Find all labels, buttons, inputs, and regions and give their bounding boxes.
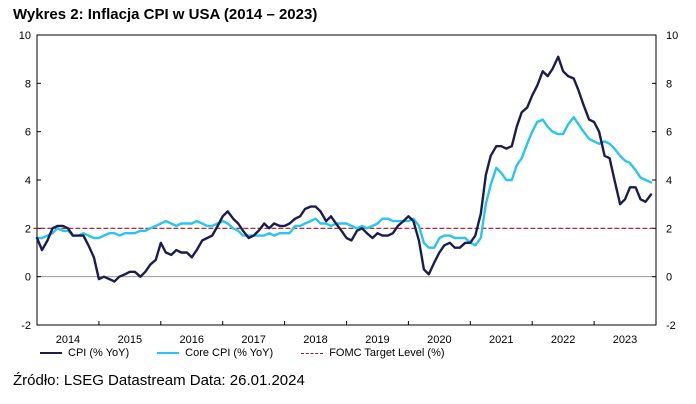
x-tick-label: 2019 — [365, 334, 389, 346]
x-tick-label: 2023 — [613, 334, 637, 346]
x-tick-label: 2017 — [241, 334, 265, 346]
y-tick-label-right: 0 — [666, 272, 672, 284]
legend: CPI (% YoY) Core CPI (% YoY) FOMC Target… — [40, 347, 473, 359]
y-tick-label-right: 6 — [666, 127, 672, 139]
y-tick-label-left: 10 — [19, 30, 31, 42]
x-tick-label: 2016 — [180, 334, 204, 346]
chart-title: Wykres 2: Inflacja CPI w USA (2014 – 202… — [13, 6, 318, 23]
y-tick-label-right: 4 — [666, 175, 672, 187]
x-tick-label: 2020 — [427, 334, 451, 346]
x-tick-label: 2018 — [303, 334, 327, 346]
y-tick-label-right: 10 — [666, 30, 678, 42]
y-tick-label-right: 8 — [666, 78, 672, 90]
legend-swatch-core-cpi — [157, 352, 180, 354]
x-tick-label: 2022 — [551, 334, 575, 346]
y-tick-label-left: 4 — [25, 175, 31, 187]
y-tick-label-left: 0 — [25, 272, 31, 284]
y-tick-label-left: 8 — [25, 78, 31, 90]
legend-item-cpi: CPI (% YoY) — [40, 347, 129, 359]
series-layer — [33, 55, 657, 283]
core-cpi-line — [35, 115, 653, 249]
legend-label-core-cpi: Core CPI (% YoY) — [185, 347, 274, 359]
x-tick-label: 2015 — [118, 334, 142, 346]
axes — [36, 34, 657, 326]
source-note: Źródło: LSEG Datastream Data: 26.01.2024 — [13, 372, 305, 389]
y-tick-label-right: 2 — [666, 223, 672, 235]
tick-labels: -2 -2 0 0 2 2 4 4 6 6 8 8 10 10 2014 2015 2016 2017 2018 20… — [19, 30, 679, 346]
legend-swatch-cpi — [40, 352, 62, 354]
legend-item-core-cpi: Core CPI (% YoY) — [157, 347, 273, 359]
y-tick-label-left: 2 — [25, 223, 31, 235]
y-tick-label-left: -2 — [21, 320, 31, 332]
legend-label-cpi: CPI (% YoY) — [68, 347, 130, 359]
y-tick-label-left: 6 — [25, 127, 31, 139]
legend-label-fomc-target: FOMC Target Level (%) — [329, 347, 445, 359]
legend-item-fomc-target: FOMC Target Level (%) — [301, 347, 445, 359]
x-tick-label: 2021 — [489, 334, 513, 346]
legend-swatch-fomc-target — [301, 352, 324, 354]
x-tick-label: 2014 — [56, 334, 80, 346]
plot-frame — [36, 34, 657, 326]
y-tick-label-right: -2 — [666, 320, 676, 332]
cpi-line — [35, 55, 653, 283]
